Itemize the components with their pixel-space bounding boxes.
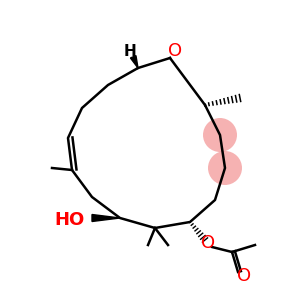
Text: O: O	[168, 42, 182, 60]
Circle shape	[203, 118, 237, 152]
Text: O: O	[237, 267, 251, 285]
Text: O: O	[201, 234, 215, 252]
Polygon shape	[130, 56, 138, 68]
Text: HO: HO	[55, 211, 85, 229]
Circle shape	[208, 151, 242, 185]
Text: H: H	[124, 44, 136, 59]
Polygon shape	[92, 214, 120, 221]
